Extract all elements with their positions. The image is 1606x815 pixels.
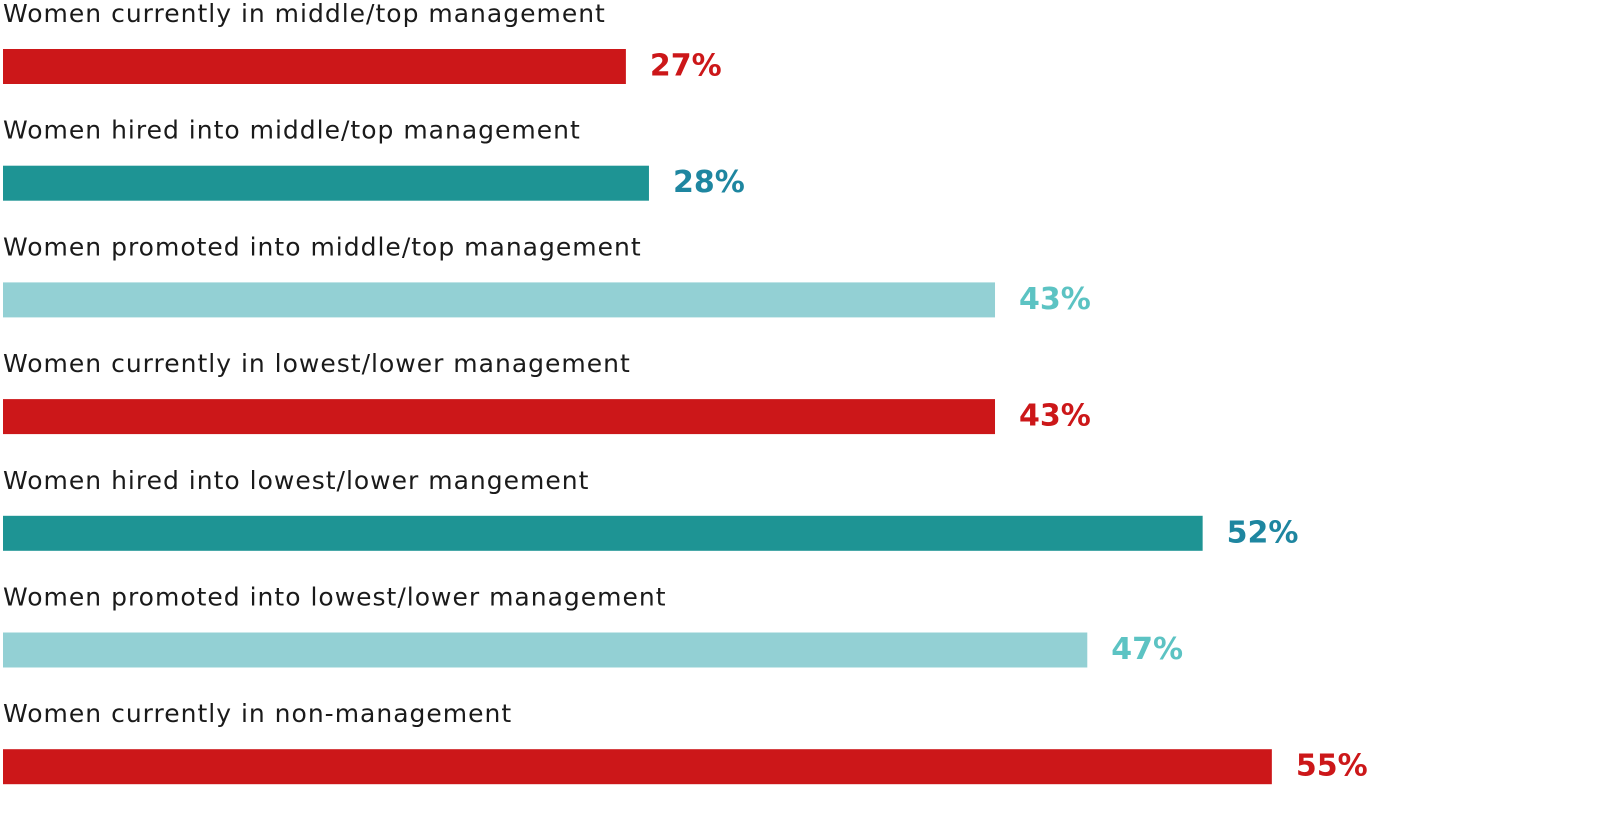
value-label: 28% (673, 165, 745, 200)
bar (3, 49, 626, 84)
category-label: Women promoted into middle/top managemen… (3, 232, 642, 261)
category-label: Women hired into lowest/lower mangement (3, 466, 589, 495)
value-label: 27% (650, 49, 722, 84)
bar (3, 282, 996, 318)
category-label: Women promoted into lowest/lower managem… (3, 583, 667, 612)
bar (3, 515, 1203, 551)
bar (3, 165, 649, 201)
category-label: Women currently in middle/top management (3, 0, 606, 28)
category-label: Women currently in non-management (3, 699, 512, 728)
category-label: Women currently in lowest/lower manageme… (3, 349, 631, 378)
bar (3, 632, 1088, 668)
bar (3, 749, 1272, 785)
value-label: 43% (1019, 399, 1091, 434)
value-label: 43% (1019, 282, 1091, 317)
value-label: 47% (1111, 632, 1183, 667)
value-label: 52% (1227, 515, 1299, 550)
category-label: Women hired into middle/top management (3, 116, 581, 145)
value-label: 55% (1296, 749, 1368, 784)
bar (3, 399, 996, 435)
